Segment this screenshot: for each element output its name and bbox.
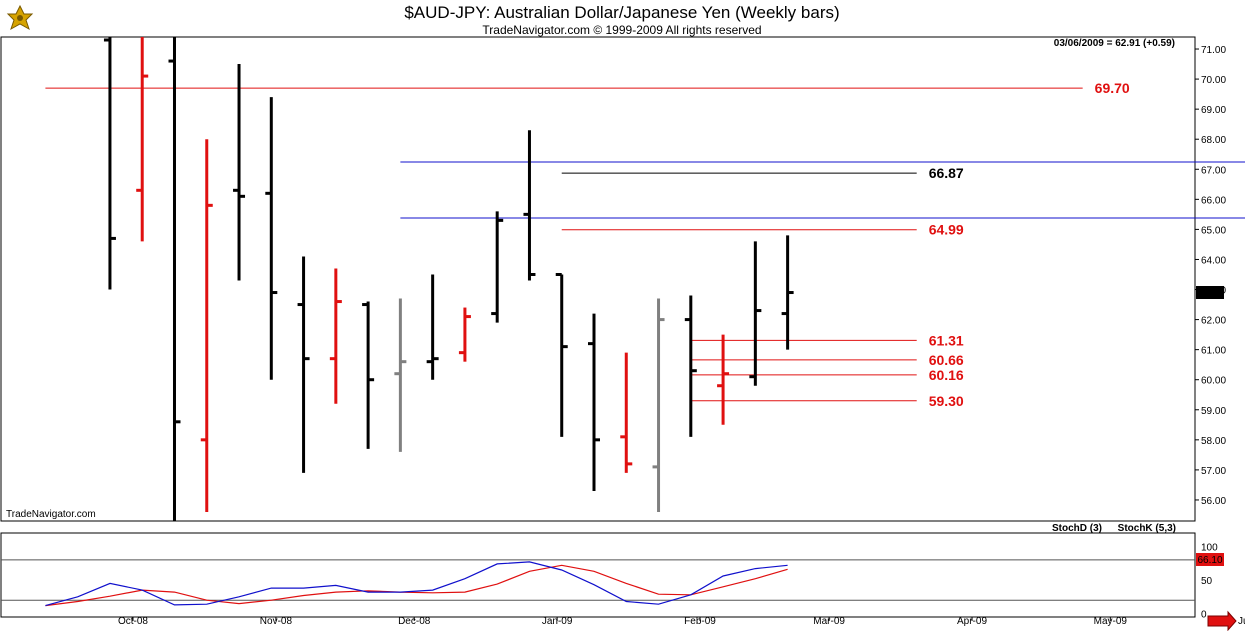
- stochastic-panel: 100 50 0: [1, 542, 1218, 621]
- stoch-series-line: [45, 564, 788, 607]
- y-tick-label: 68.00: [1201, 135, 1226, 146]
- price-panel-frame: [0, 36, 1196, 522]
- x-tick-label: May-09: [1094, 616, 1128, 627]
- support-resistance-levels: 69.7067.2466.8765.3864.9961.3160.6660.16…: [45, 80, 1245, 409]
- y-tick-label: 56.00: [1201, 496, 1226, 507]
- x-tick-label: Dec-08: [398, 616, 431, 627]
- last-price-label: 62.91: [1197, 288, 1222, 299]
- x-tick-label: Apr-09: [957, 616, 987, 627]
- y-tick-label: 65.00: [1201, 225, 1226, 236]
- price-y-axis: 71.00 70.00 69.00 68.00 67.00 66.00 65.00 64.00…: [1195, 45, 1226, 507]
- y-tick-label: 57.00: [1201, 466, 1226, 477]
- level-label: 61.31: [929, 332, 964, 348]
- y-tick-label: 59.00: [1201, 406, 1226, 417]
- level-label: 64.99: [929, 222, 964, 238]
- y-tick-label: 58.00: [1201, 436, 1226, 447]
- ohlc-bar: [103, 37, 116, 290]
- scroll-right-arrow-icon[interactable]: [1207, 610, 1237, 631]
- x-tick-label: Nov-08: [260, 616, 293, 627]
- x-tick-label: Mar-09: [813, 616, 845, 627]
- y-tick-label: 64.00: [1201, 255, 1226, 266]
- level-label: 69.70: [1095, 80, 1130, 96]
- stoch-y-tick-label: 100: [1201, 542, 1218, 553]
- ohlc-bar: [620, 352, 633, 473]
- level-label: 59.30: [929, 393, 964, 409]
- x-tick-label: Feb-09: [684, 616, 716, 627]
- ohlc-bar: [136, 37, 149, 242]
- y-tick-label: 71.00: [1201, 45, 1226, 56]
- ohlc-bars: [103, 37, 794, 521]
- level-label: 60.66: [929, 352, 964, 368]
- last-stoch-label: 66.10: [1197, 555, 1222, 566]
- watermark-text: TradeNavigator.com: [6, 509, 96, 520]
- stoch-series-line: [45, 561, 788, 607]
- ohlc-bar: [329, 268, 342, 404]
- ohlc-bar: [684, 295, 697, 437]
- ohlc-bar: [168, 37, 181, 521]
- stoch-y-tick-label: 50: [1201, 576, 1213, 587]
- y-tick-label: 61.00: [1201, 346, 1226, 357]
- last-stoch-tag: 66.10: [1196, 553, 1224, 566]
- y-tick-label: 66.00: [1201, 195, 1226, 206]
- stoch-y-tick-label: 0: [1201, 610, 1207, 621]
- ohlc-bar: [555, 272, 568, 437]
- ohlc-bar: [781, 235, 794, 350]
- chart-title: $AUD-JPY: Australian Dollar/Japanese Yen…: [404, 3, 839, 22]
- y-tick-label: 70.00: [1201, 75, 1226, 86]
- ohlc-bar: [297, 256, 310, 473]
- level-label: 60.16: [929, 367, 964, 383]
- ohlc-bar: [426, 274, 439, 380]
- y-tick-label: 62.00: [1201, 316, 1226, 327]
- last-price-tag: 62.91: [1196, 286, 1224, 299]
- y-tick-label: 67.00: [1201, 165, 1226, 176]
- ohlc-bar: [233, 64, 246, 281]
- ohlc-bar: [394, 298, 407, 452]
- ohlc-bar: [265, 97, 278, 380]
- y-tick-label: 60.00: [1201, 376, 1226, 387]
- indicator-panel-frame: [0, 532, 1196, 618]
- date-x-axis: Oct-08 Nov-08 Dec-08 Jan-09 Feb-09 Mar-09 Apr-…: [118, 616, 1245, 627]
- ohlc-bar: [491, 211, 504, 323]
- ohlc-bar: [717, 334, 730, 425]
- y-tick-label: 69.00: [1201, 105, 1226, 116]
- x-tick-label: Jun-09: [1238, 616, 1245, 627]
- x-tick-label: Oct-08: [118, 616, 148, 627]
- trade-navigator-logo-icon: [5, 3, 35, 33]
- ohlc-bar: [458, 307, 471, 362]
- stoch-d-legend: StochD (3): [1052, 523, 1102, 534]
- ohlc-bar: [523, 130, 536, 281]
- chart-subtitle: TradeNavigator.com © 1999-2009 All right…: [482, 23, 761, 37]
- level-label: 66.87: [929, 165, 964, 181]
- ohlc-bar: [200, 139, 213, 512]
- ohlc-bar: [749, 241, 762, 386]
- x-tick-label: Jan-09: [542, 616, 573, 627]
- ohlc-bar: [652, 298, 665, 512]
- stoch-k-legend: StochK (5,3): [1118, 523, 1176, 534]
- ohlc-bar: [362, 301, 375, 449]
- ohlc-bar: [588, 313, 600, 491]
- price-readout: 03/06/2009 = 62.91 (+0.59): [1054, 38, 1175, 49]
